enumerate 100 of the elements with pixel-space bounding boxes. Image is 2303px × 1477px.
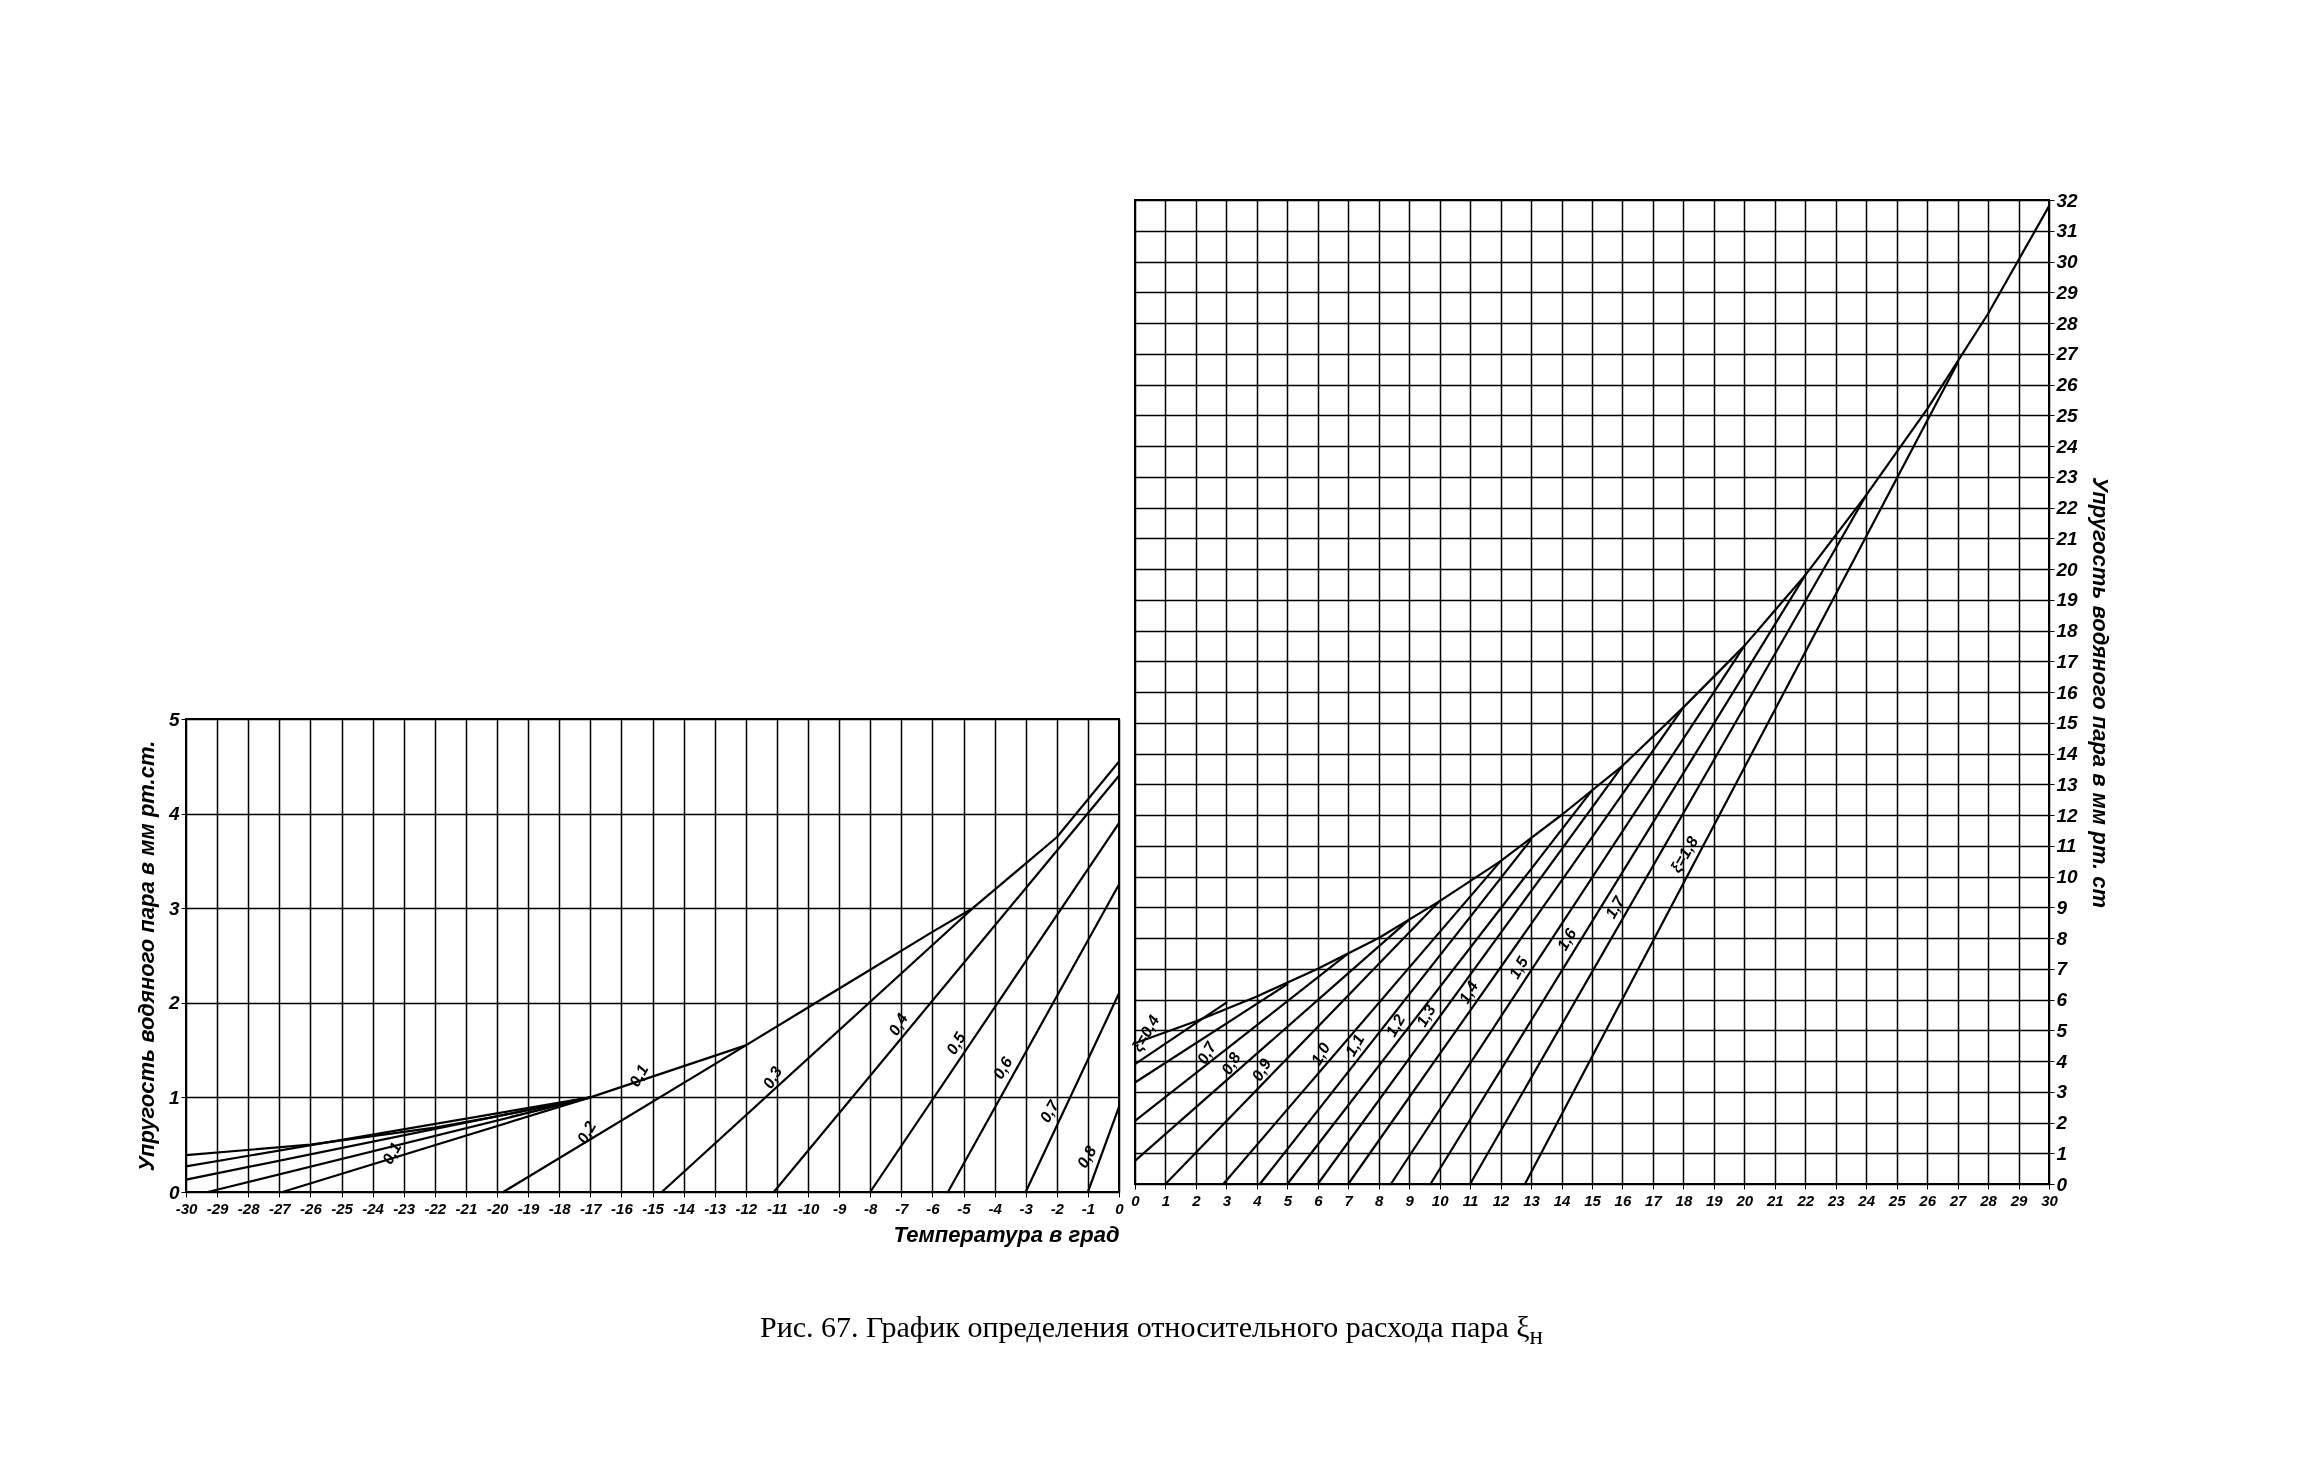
x-tick-label: 29 (2009, 1191, 2029, 1209)
y-tick-label: 17 (2056, 650, 2080, 672)
x-tick-label: 5 (1283, 1191, 1293, 1209)
x-tick-label: 23 (1826, 1191, 1846, 1209)
x-tick-label: 26 (1918, 1191, 1937, 1209)
x-tick-label: 1 (1161, 1191, 1171, 1209)
x-tick-label: 24 (1857, 1191, 1876, 1209)
y-tick-label: 18 (2056, 620, 2079, 641)
text: 0,8 (1073, 1142, 1100, 1171)
x-tick-label: -12 (735, 1199, 758, 1217)
y-tick-label: 24 (2055, 435, 2079, 457)
x-tick-label: 16 (1614, 1191, 1632, 1209)
y-tick-label: 5 (168, 708, 180, 730)
x-tick-label: -7 (895, 1199, 910, 1217)
y-tick-label: 27 (2055, 343, 2080, 365)
y-tick-label: 32 (2056, 189, 2079, 211)
x-tick-label: -19 (517, 1199, 541, 1217)
y-tick-label: 29 (2055, 281, 2079, 303)
x-tick-label: 17 (1645, 1191, 1663, 1209)
x-tick-label: -18 (548, 1199, 572, 1217)
y-axis-title: Упругость водяного пара в мм рт.ст. (133, 740, 159, 1172)
x-tick-label: -28 (237, 1199, 261, 1217)
x-tick-label: 15 (1584, 1191, 1602, 1209)
text: Рис. 67. График определения относительного расхода пара ξ$_{н}$ (759, 1310, 1544, 1350)
x-tick-label: 8 (1375, 1191, 1385, 1209)
x-tick-label: -6 (926, 1199, 941, 1217)
x-tick-label: 2 (1191, 1191, 1202, 1209)
y-tick-label: 4 (2055, 1050, 2068, 1072)
text: 1,1 (1341, 1031, 1368, 1060)
x-tick-label: 6 (1314, 1191, 1324, 1209)
x-tick-label: -11 (767, 1199, 788, 1217)
y-tick-label: 3 (2056, 1081, 2068, 1103)
y-tick-label: 4 (167, 803, 180, 825)
x-tick-label: 3 (1222, 1191, 1232, 1209)
y-tick-label: 5 (2056, 1019, 2068, 1041)
x-tick-label: -3 (1019, 1199, 1034, 1217)
x-tick-label: 12 (1492, 1191, 1511, 1209)
x-tick-label: 9 (1405, 1191, 1415, 1209)
x-tick-label: 13 (1523, 1191, 1541, 1209)
y-tick-label: 14 (2056, 743, 2079, 764)
y-tick-label: 1 (168, 1086, 180, 1108)
y-tick-label: 10 (2056, 866, 2079, 887)
text: 0,7 (1036, 1096, 1063, 1126)
x-tick-label: 22 (1796, 1191, 1815, 1209)
x-tick-label: -2 (1050, 1199, 1065, 1217)
x-tick-label: 28 (1979, 1191, 1998, 1209)
y-tick-label: 21 (2055, 527, 2078, 549)
x-tick-label: -14 (673, 1199, 696, 1217)
text: 0,5 (942, 1028, 970, 1058)
y-tick-label: 6 (2056, 989, 2068, 1010)
y-tick-label: 11 (2056, 835, 2077, 857)
x-tick-label: -16 (611, 1199, 634, 1217)
x-tick-label: 21 (1765, 1191, 1784, 1209)
y-axis-title: Упругость водяного пара в мм рт. ст (2087, 477, 2113, 908)
y-tick-label: 1 (2056, 1142, 2068, 1164)
y-tick-label: 16 (2056, 681, 2079, 703)
x-tick-label: -23 (393, 1199, 416, 1217)
x-tick-label: 4 (1252, 1191, 1263, 1209)
x-tick-label: -1 (1081, 1199, 1096, 1217)
x-tick-label: 0 (1115, 1199, 1125, 1217)
x-tick-label: -20 (486, 1199, 509, 1217)
x-tick-label: -10 (797, 1199, 820, 1217)
y-tick-label: 30 (2056, 251, 2079, 272)
y-tick-label: 13 (2056, 773, 2079, 795)
y-tick-label: 0 (2056, 1173, 2068, 1195)
x-tick-label: 20 (1735, 1191, 1754, 1209)
x-tick-label: -15 (642, 1199, 665, 1217)
x-tick-label: -21 (455, 1199, 478, 1217)
text: 1,3 (1412, 1001, 1439, 1030)
x-axis-title: Температура в град (893, 1221, 1120, 1247)
x-tick-label: 0 (1131, 1191, 1141, 1209)
x-tick-label: -30 (175, 1199, 198, 1217)
x-tick-label: 10 (1431, 1191, 1450, 1209)
x-tick-label: 11 (1462, 1191, 1479, 1209)
x-tick-label: -4 (988, 1199, 1003, 1217)
x-tick-label: 14 (1553, 1191, 1572, 1209)
x-tick-label: 7 (1344, 1191, 1354, 1209)
y-tick-label: 23 (2055, 466, 2079, 488)
y-tick-label: 15 (2056, 712, 2079, 734)
x-tick-label: -13 (704, 1199, 727, 1217)
x-tick-label: -24 (362, 1199, 385, 1217)
y-tick-label: 2 (2055, 1112, 2068, 1133)
y-tick-label: 25 (2055, 404, 2079, 426)
text: 1,7 (1601, 892, 1629, 922)
y-tick-label: 28 (2055, 312, 2079, 334)
y-tick-label: 7 (2056, 958, 2069, 980)
x-tick-label: 27 (1948, 1191, 1968, 1209)
y-tick-label: 9 (2056, 896, 2068, 918)
y-tick-label: 20 (2055, 558, 2079, 580)
x-tick-label: -25 (331, 1199, 354, 1217)
x-tick-label: -22 (424, 1199, 447, 1217)
text: 1,5 (1505, 952, 1532, 982)
y-tick-label: 31 (2056, 220, 2078, 242)
x-tick-label: -26 (300, 1199, 323, 1217)
y-tick-label: 12 (2056, 804, 2079, 826)
x-tick-label: -8 (864, 1199, 879, 1217)
x-tick-label: -5 (957, 1199, 972, 1217)
text: 1,6 (1553, 925, 1580, 954)
x-tick-label: -17 (579, 1199, 603, 1217)
y-tick-label: 19 (2056, 589, 2079, 611)
